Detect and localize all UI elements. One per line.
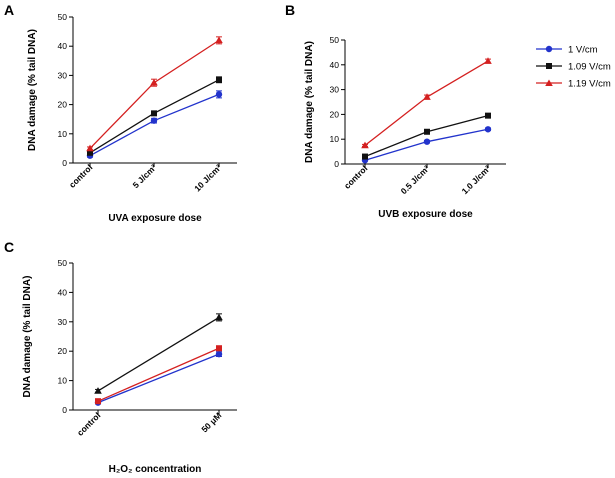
data-point	[424, 128, 430, 135]
y-tick-label: 50	[330, 35, 340, 45]
chart-panel-c: 0 10 20 30 40 50 control 50 μM H₂O₂ concentratio…	[22, 258, 237, 475]
y-tick-label: 30	[58, 317, 68, 327]
data-point	[95, 398, 101, 405]
data-point	[485, 112, 491, 119]
y-tick-label: 10	[58, 376, 68, 386]
y-tick-label: 30	[58, 70, 68, 80]
data-point	[87, 149, 93, 156]
data-point	[423, 93, 431, 100]
y-tick-label: 40	[58, 41, 68, 51]
legend-marker-1	[545, 45, 553, 53]
y-tick-label: 0	[334, 159, 339, 169]
series-line	[364, 115, 489, 158]
legend-label-3: 1.19 V/cm	[568, 79, 611, 90]
x-tick-label: 1.0 J/cm²	[460, 163, 493, 196]
data-point	[86, 144, 94, 152]
y-tick-label: 50	[58, 258, 68, 268]
legend-label-1: 1 V/cm	[568, 45, 598, 56]
chart-panel-b: 0 10 20 30 40 50 control 0.5 J/cm² 1.0 J/cm² UVB …	[304, 35, 506, 220]
data-point	[361, 141, 369, 149]
x-tick-label: 0.5 J/cm²	[399, 163, 432, 196]
panel-letter-a: A	[4, 2, 14, 18]
legend-marker-3	[545, 79, 553, 86]
data-point	[362, 153, 368, 160]
x-axis-title: H₂O₂ concentration	[109, 464, 202, 475]
data-point	[215, 313, 223, 321]
data-point	[216, 76, 222, 83]
y-tick-label: 10	[58, 129, 68, 139]
x-tick-label: 50 μM	[199, 410, 223, 434]
y-tick-label: 30	[330, 85, 340, 95]
chart-panel-a: 0 10 20 30 40 50 control 5 J/cm² 10 J/cm² UVA exp…	[27, 12, 237, 224]
legend-marker-2	[546, 63, 552, 69]
legend-item-1: 1 V/cm	[536, 45, 598, 56]
data-point	[150, 117, 158, 124]
data-point	[484, 57, 492, 64]
legend: 1 V/cm 1.09 V/cm 1.19 V/cm	[536, 45, 611, 90]
data-point	[215, 350, 223, 358]
y-axis-title: DNA damage (% tail DNA)	[304, 41, 315, 163]
series-line	[97, 353, 220, 404]
y-tick-label: 40	[330, 60, 340, 70]
data-point	[215, 91, 223, 98]
data-point	[150, 78, 158, 86]
y-tick-label: 0	[62, 405, 67, 415]
y-tick-label: 20	[58, 100, 68, 110]
y-axis-title: DNA damage (% tail DNA)	[22, 276, 33, 398]
series-line	[97, 316, 220, 392]
panel-letter-b: B	[285, 2, 295, 18]
data-point	[484, 126, 492, 133]
x-tick-label: control	[67, 162, 94, 189]
y-tick-label: 20	[330, 109, 340, 119]
legend-label-2: 1.09 V/cm	[568, 62, 611, 73]
data-point	[94, 387, 102, 394]
x-tick-label: 10 J/cm²	[192, 162, 223, 193]
legend-item-3: 1.19 V/cm	[536, 79, 611, 90]
x-tick-label: control	[342, 163, 369, 190]
x-axis-title: UVA exposure dose	[108, 213, 202, 224]
y-axis-title: DNA damage (% tail DNA)	[27, 29, 38, 151]
y-tick-label: 40	[58, 287, 68, 297]
data-point	[423, 138, 431, 145]
y-tick-label: 10	[330, 134, 340, 144]
x-tick-label: control	[75, 410, 102, 437]
data-point	[215, 36, 223, 44]
data-point	[151, 110, 157, 117]
y-tick-label: 0	[62, 158, 67, 168]
panel-letter-c: C	[4, 239, 14, 255]
series-line	[89, 93, 220, 157]
series-line	[89, 39, 220, 149]
legend-item-2: 1.09 V/cm	[536, 62, 611, 73]
series-line	[97, 347, 220, 402]
y-tick-label: 50	[58, 12, 68, 22]
x-tick-label: 5 J/cm²	[131, 162, 159, 190]
data-point	[216, 345, 222, 352]
x-axis-title: UVB exposure dose	[378, 209, 473, 220]
y-tick-label: 20	[58, 346, 68, 356]
